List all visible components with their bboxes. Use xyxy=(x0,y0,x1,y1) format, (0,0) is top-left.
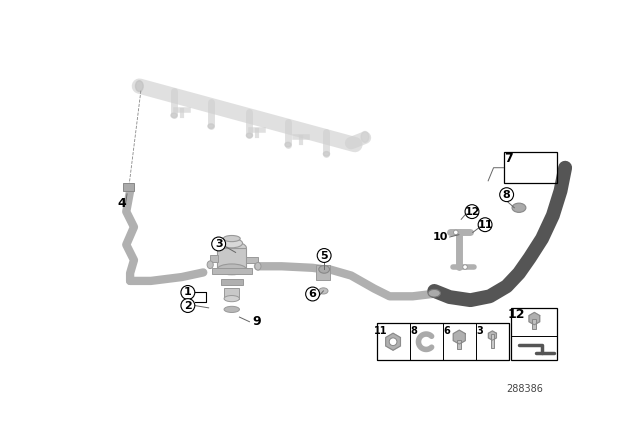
Text: 6: 6 xyxy=(308,289,317,299)
Ellipse shape xyxy=(319,266,330,273)
Bar xyxy=(532,319,536,329)
Polygon shape xyxy=(453,330,465,344)
Bar xyxy=(210,255,218,262)
Text: 5: 5 xyxy=(321,250,328,260)
Ellipse shape xyxy=(217,264,246,275)
Ellipse shape xyxy=(255,263,261,270)
Ellipse shape xyxy=(246,133,253,138)
Text: 10: 10 xyxy=(433,232,448,242)
Ellipse shape xyxy=(323,151,330,156)
Text: 1: 1 xyxy=(184,288,192,297)
Ellipse shape xyxy=(217,241,246,254)
Circle shape xyxy=(500,188,513,202)
Polygon shape xyxy=(529,313,540,325)
Ellipse shape xyxy=(223,236,240,241)
Text: 4: 4 xyxy=(117,198,126,211)
Bar xyxy=(123,183,134,191)
Text: 12: 12 xyxy=(508,307,525,320)
Circle shape xyxy=(454,230,458,235)
Text: 8: 8 xyxy=(503,190,511,200)
Circle shape xyxy=(389,338,397,345)
Text: 2: 2 xyxy=(184,301,192,310)
Bar xyxy=(376,323,509,360)
Bar xyxy=(246,257,258,263)
Bar xyxy=(376,323,410,360)
Ellipse shape xyxy=(512,203,526,212)
Circle shape xyxy=(181,299,195,313)
Ellipse shape xyxy=(136,81,143,91)
Bar xyxy=(458,340,461,349)
Bar xyxy=(443,323,476,360)
Bar xyxy=(410,323,443,360)
Ellipse shape xyxy=(319,288,328,294)
Text: 3: 3 xyxy=(215,239,223,249)
Text: 3: 3 xyxy=(476,326,483,336)
Text: 8: 8 xyxy=(410,326,417,336)
Text: 7: 7 xyxy=(504,152,513,165)
Bar xyxy=(504,152,557,183)
Bar xyxy=(221,279,243,285)
Circle shape xyxy=(463,265,467,269)
Text: 9: 9 xyxy=(253,315,262,328)
Bar xyxy=(476,323,509,360)
Circle shape xyxy=(317,249,331,263)
Bar xyxy=(491,334,494,348)
Text: 11: 11 xyxy=(477,220,493,230)
Circle shape xyxy=(181,285,195,299)
Ellipse shape xyxy=(361,132,369,142)
Ellipse shape xyxy=(207,261,213,269)
Bar xyxy=(212,268,252,274)
Ellipse shape xyxy=(171,113,177,118)
Circle shape xyxy=(478,218,492,232)
Polygon shape xyxy=(386,333,401,350)
Ellipse shape xyxy=(208,124,214,129)
Bar xyxy=(511,308,557,360)
Text: 11: 11 xyxy=(374,326,387,336)
Ellipse shape xyxy=(224,306,239,313)
Ellipse shape xyxy=(221,238,243,248)
Ellipse shape xyxy=(285,142,291,147)
Circle shape xyxy=(212,237,225,251)
Bar xyxy=(224,288,239,299)
Ellipse shape xyxy=(224,296,239,302)
Polygon shape xyxy=(488,331,497,340)
Text: 288386: 288386 xyxy=(506,383,543,394)
Text: 12: 12 xyxy=(464,207,480,217)
Text: 6: 6 xyxy=(444,326,450,336)
Circle shape xyxy=(306,287,319,301)
Circle shape xyxy=(465,205,479,219)
Bar xyxy=(316,265,330,280)
Bar xyxy=(217,248,246,269)
Ellipse shape xyxy=(428,289,440,297)
